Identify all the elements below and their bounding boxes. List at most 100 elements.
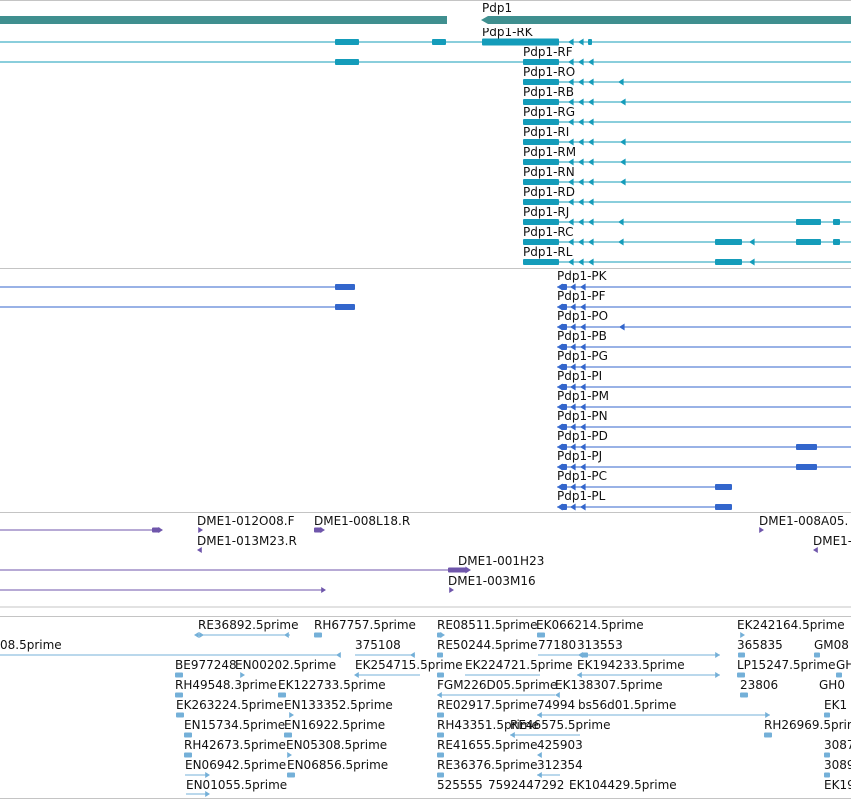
gene-bar-right[interactable] <box>488 16 851 24</box>
est-label[interactable]: 77180 <box>538 638 577 652</box>
protein-label[interactable]: Pdp1-PL <box>557 489 606 503</box>
clone-label[interactable]: DME1-013M23.R <box>197 534 297 548</box>
est-label[interactable]: EK194233.5prime <box>577 658 685 672</box>
transcript-label[interactable]: Pdp1-RI <box>523 125 570 139</box>
strand-arrow-left <box>568 238 574 246</box>
track-separator <box>0 798 851 799</box>
est-label[interactable]: RH42673.5prime <box>184 738 286 752</box>
est-label[interactable]: RE36892.5prime <box>198 618 299 632</box>
protein-label[interactable]: Pdp1-PO <box>557 309 609 323</box>
transcript-label[interactable]: Pdp1-RG <box>523 105 576 119</box>
strand-arrow-right <box>465 566 471 574</box>
est-label[interactable]: EK1 <box>824 698 848 712</box>
protein-label[interactable]: Pdp1-PI <box>557 369 603 383</box>
est-label[interactable]: EK242164.5prime <box>737 618 845 632</box>
clone-label[interactable]: DME1- <box>813 534 851 548</box>
est-label[interactable]: 425903 <box>537 738 583 752</box>
est-label[interactable]: RE36376.5prime <box>437 758 538 772</box>
est-label[interactable]: EK104429.5prime <box>569 778 677 792</box>
est-label[interactable]: EK122733.5prime <box>278 678 386 692</box>
est-label[interactable]: 74994 <box>537 698 576 712</box>
transcript-label[interactable]: Pdp1-RM <box>523 145 577 159</box>
transcript-label[interactable]: Pdp1-RC <box>523 225 574 239</box>
strand-arrow-left <box>284 632 289 638</box>
est-label[interactable]: FGM226D05.5prime <box>437 678 558 692</box>
transcript-label[interactable]: Pdp1-RF <box>523 45 573 59</box>
est-label[interactable]: GH0 <box>819 678 845 692</box>
transcript-label[interactable]: Pdp1-RO <box>523 65 576 79</box>
est-label[interactable]: 3087 <box>824 738 851 752</box>
est-label[interactable]: RE46575.5prime <box>510 718 611 732</box>
est-label[interactable]: EN06942.5prime <box>185 758 287 772</box>
protein-label[interactable]: Pdp1-PG <box>557 349 608 363</box>
est-label[interactable]: 23806 <box>740 678 779 692</box>
protein-label[interactable]: Pdp1-PC <box>557 469 608 483</box>
clone-label[interactable]: DME1-008L18.R <box>314 514 411 528</box>
clone-glyphs[interactable] <box>0 512 851 616</box>
transcript-label[interactable]: Pdp1-RN <box>523 165 575 179</box>
est-label[interactable]: 312354 <box>537 758 583 772</box>
strand-arrow-left <box>588 198 594 206</box>
strand-arrow-left <box>580 303 586 311</box>
clone-label[interactable]: DME1-012O08.F <box>197 514 295 528</box>
est-label[interactable]: RE50244.5prime <box>437 638 538 652</box>
est-label[interactable]: EN133352.5prime <box>284 698 393 712</box>
strand-arrow-right <box>198 527 203 533</box>
est-glyphs[interactable] <box>0 616 851 800</box>
protein-glyphs[interactable] <box>0 268 851 512</box>
est-label[interactable]: 365835 <box>737 638 783 652</box>
est-label[interactable]: EK138307.5prime <box>555 678 663 692</box>
protein-label[interactable]: Pdp1-PK <box>557 269 607 283</box>
transcript-label[interactable]: Pdp1-RL <box>523 245 573 259</box>
transcript-label[interactable]: Pdp1-RJ <box>523 205 570 219</box>
est-label[interactable]: 3089 <box>824 758 851 772</box>
est-label[interactable]: EN05308.5prime <box>286 738 388 752</box>
est-label[interactable]: 7592447292 <box>488 778 565 792</box>
protein-label[interactable]: Pdp1-PF <box>557 289 606 303</box>
est-label[interactable]: RE08511.5prime <box>437 618 538 632</box>
est-label[interactable]: 313553 <box>577 638 623 652</box>
strand-arrow-left <box>588 118 594 126</box>
clone-label[interactable]: DME1-001H23 <box>458 554 545 568</box>
est-label[interactable]: EN06856.5prime <box>287 758 389 772</box>
est-label[interactable]: EK254715.5prime <box>355 658 463 672</box>
est-label[interactable]: 525555 <box>437 778 483 792</box>
protein-label[interactable]: Pdp1-PN <box>557 409 608 423</box>
exon-box <box>278 692 286 698</box>
protein-label[interactable]: Pdp1-PM <box>557 389 610 403</box>
gene-label[interactable]: Pdp1 <box>482 1 513 15</box>
protein-label[interactable]: Pdp1-PB <box>557 329 607 343</box>
protein-label[interactable]: Pdp1-PD <box>557 429 608 443</box>
est-label[interactable]: RE41655.5prime <box>437 738 538 752</box>
est-label[interactable]: EK19 <box>824 778 851 792</box>
clone-label[interactable]: DME1-003M16 <box>448 574 536 588</box>
transcript-label[interactable]: Pdp1-RK <box>482 28 533 39</box>
est-label[interactable]: RE02917.5prime <box>437 698 538 712</box>
strand-arrow-left <box>570 283 576 291</box>
gene-bar-left[interactable] <box>0 16 447 24</box>
est-label[interactable]: 08.5prime <box>0 638 62 652</box>
est-label[interactable]: EK224721.5prime <box>465 658 573 672</box>
est-label[interactable]: EN16922.5prime <box>284 718 386 732</box>
strand-arrow-left <box>510 732 515 738</box>
est-label[interactable]: EN15734.5prime <box>184 718 286 732</box>
est-label[interactable]: GM08 <box>814 638 849 652</box>
transcript-label[interactable]: Pdp1-RB <box>523 85 575 99</box>
est-label[interactable]: EN01055.5prime <box>186 778 288 792</box>
clone-label[interactable]: DME1-008A05. <box>759 514 849 528</box>
est-label[interactable]: RH26969.5prime <box>764 718 851 732</box>
est-label[interactable]: EK263224.5prime <box>176 698 284 712</box>
transcript-label[interactable]: Pdp1-RD <box>523 185 576 199</box>
est-label[interactable]: GH <box>836 658 851 672</box>
est-label[interactable]: RH49548.3prime <box>175 678 277 692</box>
transcript-glyphs[interactable] <box>0 28 851 268</box>
est-label[interactable]: bs56d01.5prime <box>578 698 677 712</box>
est-label[interactable]: 375108 <box>355 638 401 652</box>
est-label[interactable]: EN00202.5prime <box>235 658 337 672</box>
est-label[interactable]: BE977248 <box>175 658 237 672</box>
est-label[interactable]: LP15247.5prime <box>737 658 836 672</box>
est-label[interactable]: RH43351.5prime <box>437 718 539 732</box>
protein-label[interactable]: Pdp1-PJ <box>557 449 603 463</box>
est-label[interactable]: EK066214.5prime <box>536 618 644 632</box>
est-label[interactable]: RH67757.5prime <box>314 618 416 632</box>
